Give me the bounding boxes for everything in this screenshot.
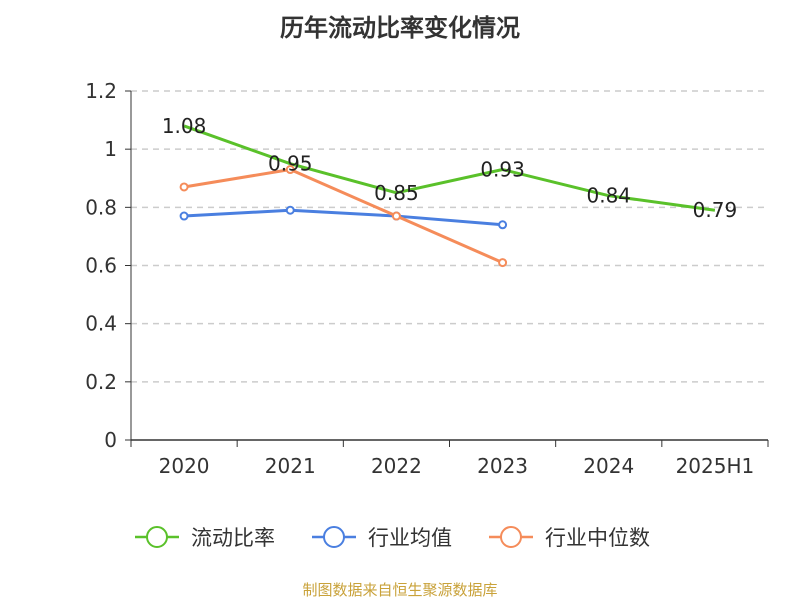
legend-marker xyxy=(323,526,345,548)
data-label: 0.93 xyxy=(480,158,525,182)
legend-label: 行业均值 xyxy=(368,526,452,550)
data-labels: 1.08 0.95 0.85 0.93 0.84 0.79 xyxy=(162,114,737,222)
legend-marker xyxy=(500,526,522,548)
y-tick-label: 0.2 xyxy=(85,370,117,394)
y-tick-label: 0.6 xyxy=(85,254,117,278)
legend-label: 流动比率 xyxy=(191,526,275,550)
series-line-1 xyxy=(183,124,716,212)
x-tick-label: 2021 xyxy=(265,454,316,478)
x-tick-label: 2023 xyxy=(477,454,528,478)
data-point xyxy=(498,258,508,268)
y-tick-label: 0.4 xyxy=(85,312,117,336)
data-point xyxy=(179,182,189,192)
x-tick-label: 2020 xyxy=(159,454,210,478)
legend-item-2[interactable]: 行业均值 xyxy=(312,526,452,550)
chart-title: 历年流动比率变化情况 xyxy=(280,14,520,42)
data-point xyxy=(285,205,295,215)
data-label: 1.08 xyxy=(162,114,207,138)
data-point xyxy=(179,211,189,221)
series-line-2 xyxy=(184,208,503,227)
legend-label: 行业中位数 xyxy=(545,526,650,550)
legend[interactable]: 流动比率 行业均值 行业中位数 xyxy=(135,526,650,550)
data-label: 0.95 xyxy=(268,152,313,176)
series-lines xyxy=(179,124,716,268)
y-tick-label: 1 xyxy=(104,137,117,161)
y-tick-label: 1.2 xyxy=(85,79,117,103)
data-point xyxy=(498,220,508,230)
x-tick-label: 2022 xyxy=(371,454,422,478)
x-tick-label: 2024 xyxy=(583,454,634,478)
legend-marker xyxy=(146,526,168,548)
data-source-note: 制图数据来自恒生聚源数据库 xyxy=(302,581,498,599)
data-point xyxy=(285,165,295,175)
data-label: 0.84 xyxy=(586,184,631,208)
y-tick-label: 0 xyxy=(104,428,117,452)
axes: 0 0.2 0.4 0.6 0.8 1 1.2 2020 2021 2022 2023 2024 202… xyxy=(85,79,769,478)
data-point xyxy=(391,211,401,221)
series-line-3 xyxy=(183,168,504,264)
x-tick-label: 2025H1 xyxy=(676,454,755,478)
grid-lines xyxy=(131,90,768,383)
data-label: 0.79 xyxy=(693,198,738,222)
legend-item-3[interactable]: 行业中位数 xyxy=(489,526,650,550)
data-label: 0.85 xyxy=(374,181,419,205)
legend-item-1[interactable]: 流动比率 xyxy=(135,526,275,550)
y-tick-label: 0.8 xyxy=(85,195,117,219)
